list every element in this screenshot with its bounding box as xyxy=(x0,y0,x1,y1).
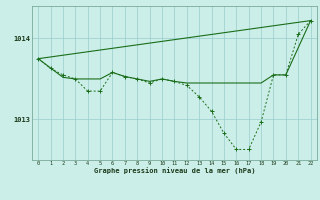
X-axis label: Graphe pression niveau de la mer (hPa): Graphe pression niveau de la mer (hPa) xyxy=(94,167,255,174)
